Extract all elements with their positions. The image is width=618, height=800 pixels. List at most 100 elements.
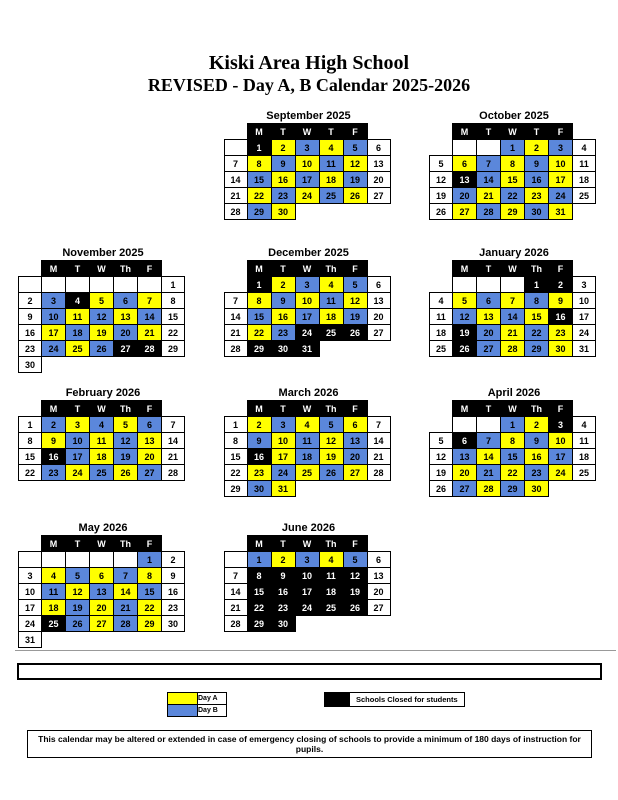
- day-b-swatch: [167, 704, 198, 717]
- week-row: 10 11 12 13 14 15 16: [18, 583, 185, 600]
- calendar-date-cell: 17: [548, 448, 573, 465]
- calendar-date-cell: 9: [270, 292, 296, 309]
- calendar-date-cell: 3: [65, 416, 90, 433]
- calendar-date-cell: 20: [452, 187, 477, 204]
- calendar-date-cell: 16: [524, 448, 549, 465]
- calendar-date-cell: 25: [318, 324, 344, 341]
- calendar-date-cell: 19: [342, 308, 368, 325]
- no-cell: [343, 341, 367, 357]
- calendar-date-cell: 20: [476, 324, 501, 341]
- weekday-header-cell: T: [270, 123, 296, 140]
- month-april-2026: April 2026 M T W Th F 1 2 3 4 5 6 7 8 9 10 11 12 13 14 15 16 1…: [429, 387, 599, 522]
- month-june-2026: June 2026 M T W Th F 1 2 3 4 5 6 7 8 9 10 11 12 13 14 15 16 17…: [223, 522, 394, 648]
- calendar-date-cell: 23: [270, 187, 296, 204]
- calendar-date-cell: 5: [429, 432, 453, 449]
- calendar-date-cell: 23: [18, 340, 42, 357]
- divider-line: [15, 650, 616, 651]
- calendar-empty-cell: [500, 276, 525, 293]
- calendar-date-cell: 21: [223, 324, 248, 341]
- calendar-date-cell: 26: [452, 340, 477, 357]
- no-cell: [367, 481, 390, 497]
- calendar-date-cell: 20: [366, 171, 391, 188]
- month-title: October 2025: [479, 110, 549, 122]
- calendar-date-cell: 3: [548, 416, 573, 433]
- calendar-date-cell: 16: [524, 171, 549, 188]
- week-row: 22 23 24 25 26 27 28: [223, 464, 391, 481]
- calendar-date-cell: 26: [342, 187, 368, 204]
- calendar-date-cell: 9: [41, 432, 66, 449]
- calendar-date-cell: 11: [318, 567, 344, 584]
- calendar-date-cell: 29: [223, 480, 248, 497]
- calendar-date-cell: 25: [294, 464, 320, 481]
- calendar-date-cell: 9: [548, 292, 573, 309]
- calendar-date-cell: 8: [137, 567, 162, 584]
- calendar-date-cell: 16: [270, 583, 296, 600]
- calendar-date-cell: 15: [500, 448, 525, 465]
- weekday-header-cell: W: [89, 535, 114, 552]
- calendar-date-cell: 21: [161, 448, 185, 465]
- no-cell: [573, 204, 596, 220]
- sunday-spacer: [430, 124, 453, 140]
- calendar-date-cell: 18: [572, 448, 596, 465]
- month-november-2025: November 2025 M T W Th F 1 2 3 4 5 6 7 8 9 10 11 12 13 14 15…: [18, 247, 188, 387]
- calendar-date-cell: 2: [524, 139, 549, 156]
- calendar-date-cell: 7: [366, 416, 391, 433]
- week-row: 1: [18, 276, 185, 293]
- calendar-date-cell: 15: [137, 583, 162, 600]
- week-row: 30: [18, 356, 185, 373]
- weekday-header-cell: M: [246, 123, 272, 140]
- calendar-date-cell: 26: [342, 599, 368, 616]
- no-cell: [162, 632, 185, 648]
- sunday-spacer: [224, 261, 247, 277]
- weekday-header-cell: M: [452, 123, 477, 140]
- calendar-date-cell: 10: [572, 292, 596, 309]
- calendar-date-cell: 28: [476, 203, 501, 220]
- week-row: 7 8 9 10 11 12 13: [223, 567, 391, 584]
- calendar-date-cell: 1: [161, 276, 185, 293]
- calendar-date-cell: 20: [366, 583, 391, 600]
- no-cell: [430, 140, 453, 156]
- calendar-date-cell: 23: [524, 187, 549, 204]
- month-title: December 2025: [268, 247, 349, 259]
- calendar-date-cell: 30: [246, 480, 272, 497]
- no-cell: [66, 632, 90, 648]
- calendar-date-cell: 27: [476, 340, 501, 357]
- month-table: M T W Th F 1 2 3 4 5 6 7 8 9 10 11 12 13 14 15 16 17 18 19 20 21 2…: [223, 535, 391, 632]
- month-january-2026: January 2026 M T W Th F 1 2 3 4 5 6 7 8 9 10 11 12 13 14 15 1…: [429, 247, 599, 387]
- calendar-date-cell: 6: [452, 432, 477, 449]
- no-cell: [162, 357, 185, 373]
- calendar-empty-cell: [18, 276, 42, 293]
- sunday-spacer: [224, 124, 247, 140]
- calendar-date-cell: 25: [572, 464, 596, 481]
- calendar-empty-cell: [89, 276, 114, 293]
- calendar-date-cell: 17: [41, 324, 66, 341]
- calendar-date-cell: 24: [18, 615, 42, 632]
- calendar-date-cell: 6: [89, 567, 114, 584]
- calendar-date-cell: 27: [137, 464, 162, 481]
- calendar-date-cell: 18: [318, 583, 344, 600]
- weekday-header-cell: W: [500, 260, 525, 277]
- month-title: June 2026: [281, 522, 336, 534]
- calendar-date-cell: 10: [65, 432, 90, 449]
- no-cell: [319, 204, 343, 220]
- saturday-spacer: [573, 261, 596, 277]
- week-row: 18 19 20 21 22 23 24: [429, 324, 596, 341]
- calendar-date-cell: 15: [524, 308, 549, 325]
- calendar-date-cell: 22: [246, 324, 272, 341]
- calendar-date-cell: 18: [318, 308, 344, 325]
- month-december-2025: December 2025 M T W Th F 1 2 3 4 5 6 7 8 9 10 11 12 13 14 15…: [223, 247, 394, 387]
- calendar-date-cell: 22: [137, 599, 162, 616]
- calendar-date-cell: 7: [137, 292, 162, 309]
- no-cell: [295, 204, 319, 220]
- no-cell: [343, 481, 367, 497]
- calendar-date-cell: 25: [41, 615, 66, 632]
- calendar-date-cell: 14: [223, 308, 248, 325]
- calendar-date-cell: 19: [429, 464, 453, 481]
- month-table: M T W Th F 1 2 3 4 5 6 7 8 9 10 11 12 13 14 15 16 17 18 19 20 21 2…: [429, 400, 596, 497]
- week-row: 8 9 10 11 12 13 14: [18, 432, 185, 449]
